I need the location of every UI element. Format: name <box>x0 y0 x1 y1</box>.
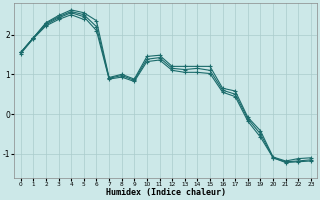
X-axis label: Humidex (Indice chaleur): Humidex (Indice chaleur) <box>106 188 226 197</box>
